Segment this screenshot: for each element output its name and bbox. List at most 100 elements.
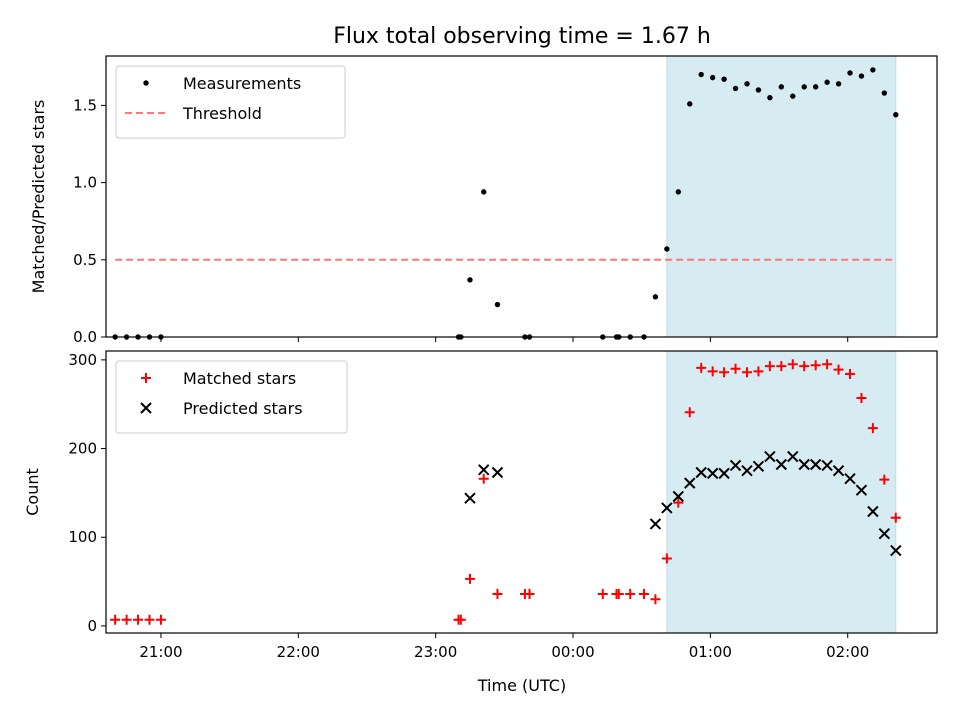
- measurement-point: [744, 81, 750, 87]
- matched-stars-point: [650, 594, 661, 605]
- y-tick-label: 100: [68, 528, 97, 546]
- matched-stars-point: [822, 359, 833, 370]
- predicted-stars-point: [798, 458, 810, 471]
- y-tick-label: 0.0: [73, 328, 97, 346]
- legend-label: Measurements: [183, 74, 301, 93]
- x-tick-label: 22:00: [277, 643, 320, 661]
- measurement-point: [767, 94, 773, 101]
- matched-stars-point: [625, 588, 636, 599]
- matched-stars-point: [155, 614, 166, 625]
- bottom-panel-legend: Matched stars Predicted stars: [115, 360, 348, 434]
- y-tick-label: 300: [68, 351, 97, 369]
- top-panel-axes: 0.0 0.5 1.0 1.5 Matched/Predicted stars: [29, 55, 938, 346]
- measurement-point: [675, 189, 682, 195]
- predicted-stars-point: [672, 490, 685, 503]
- measurement-point: [698, 71, 704, 78]
- predicted-stars-point: [890, 544, 902, 557]
- predicted-stars-point: [821, 459, 833, 472]
- matched-stars-point: [464, 573, 475, 584]
- measurement-point: [709, 74, 716, 81]
- legend-measurements-marker: [143, 80, 149, 86]
- matched-stars-point: [455, 614, 466, 625]
- matched-stars-point: [707, 366, 718, 377]
- measurement-point: [481, 189, 487, 195]
- chart-title: Flux total observing time = 1.67 h: [333, 24, 711, 49]
- matched-stars-point: [845, 369, 856, 380]
- matched-stars-point: [753, 366, 764, 377]
- x-tick-label: 21:00: [139, 643, 182, 661]
- x-tick-label: 01:00: [689, 643, 732, 661]
- legend-label: Predicted stars: [183, 399, 303, 418]
- matched-stars-point: [492, 588, 503, 599]
- top-panel: 0.0 0.5 1.0 1.5 Matched/Predicted stars Meas…: [29, 55, 938, 346]
- matched-stars-point: [741, 367, 752, 378]
- matched-stars-point: [524, 588, 535, 599]
- predicted-stars-point: [867, 505, 879, 518]
- predicted-stars-point: [764, 450, 776, 463]
- matched-stars-point: [478, 473, 489, 484]
- legend-box: [115, 65, 346, 139]
- measurement-point: [664, 246, 670, 252]
- matched-stars-point: [133, 614, 144, 625]
- predicted-stars-point: [649, 518, 662, 530]
- predicted-stars-point: [878, 527, 891, 540]
- top-panel-legend: Measurements Threshold: [115, 65, 346, 139]
- predicted-stars-point: [478, 464, 490, 476]
- x-tick-label: 23:00: [414, 643, 457, 661]
- matched-stars-point: [597, 588, 608, 599]
- measurement-point: [755, 87, 762, 93]
- top-panel-highlight: [666, 55, 897, 338]
- predicted-stars-point: [661, 502, 673, 514]
- predicted-stars-point: [832, 465, 845, 477]
- matched-stars-point: [867, 423, 878, 434]
- measurement-point: [847, 70, 853, 76]
- legend-label: Matched stars: [183, 369, 296, 388]
- legend-matched-marker: [141, 373, 151, 383]
- legend-box: [115, 360, 348, 434]
- predicted-stars-point: [741, 465, 753, 477]
- predicted-stars-point: [464, 492, 476, 504]
- y-tick-label: 0: [87, 617, 97, 635]
- matched-stars-point: [121, 614, 132, 625]
- bottom-panel-axes: 0 100 200 300 21:00 22:00 23:00 00:00 01:00 02:00…: [23, 350, 938, 661]
- measurement-point: [824, 79, 830, 85]
- axes-frame: [105, 350, 938, 634]
- axes-frame: [105, 55, 938, 338]
- predicted-stars-point: [775, 458, 788, 471]
- predicted-stars-point: [706, 467, 719, 480]
- measurement-point: [893, 111, 899, 118]
- matched-stars-point: [856, 393, 867, 403]
- matched-stars-point: [684, 407, 695, 418]
- y-axis-label: Count: [23, 468, 42, 516]
- legend-predicted-marker: [140, 402, 152, 414]
- measurement-point: [870, 67, 876, 73]
- measurement-point: [467, 277, 473, 283]
- measurement-point: [881, 90, 888, 96]
- measurement-point: [801, 84, 807, 90]
- measurement-point: [858, 73, 865, 79]
- matched-stars-point: [799, 361, 810, 372]
- matched-stars-point: [110, 614, 121, 625]
- measurement-point: [812, 84, 819, 90]
- y-tick-label: 0.5: [73, 251, 97, 269]
- bottom-panel: 0 100 200 300 21:00 22:00 23:00 00:00 01:00 02:00…: [23, 350, 938, 661]
- predicted-stars-point: [844, 472, 856, 485]
- bottom-panel-marks: [110, 359, 902, 625]
- predicted-stars-point: [855, 484, 868, 496]
- predicted-stars-point: [491, 466, 504, 479]
- y-axis-label: Matched/Predicted stars: [29, 100, 48, 294]
- x-tick-label: 00:00: [551, 643, 594, 661]
- measurement-point: [790, 93, 796, 99]
- y-tick-label: 200: [68, 440, 97, 458]
- matched-stars-point: [879, 474, 890, 485]
- predicted-stars-point: [684, 477, 696, 489]
- measurement-point: [687, 101, 693, 107]
- predicted-stars-point: [718, 467, 730, 480]
- matched-stars-point: [730, 363, 741, 374]
- top-panel-marks: [112, 67, 899, 340]
- measurement-point: [721, 76, 727, 82]
- predicted-stars-point: [695, 466, 707, 479]
- matched-stars-point: [764, 361, 775, 372]
- matched-stars-point: [833, 364, 844, 375]
- matched-stars-point: [613, 588, 624, 599]
